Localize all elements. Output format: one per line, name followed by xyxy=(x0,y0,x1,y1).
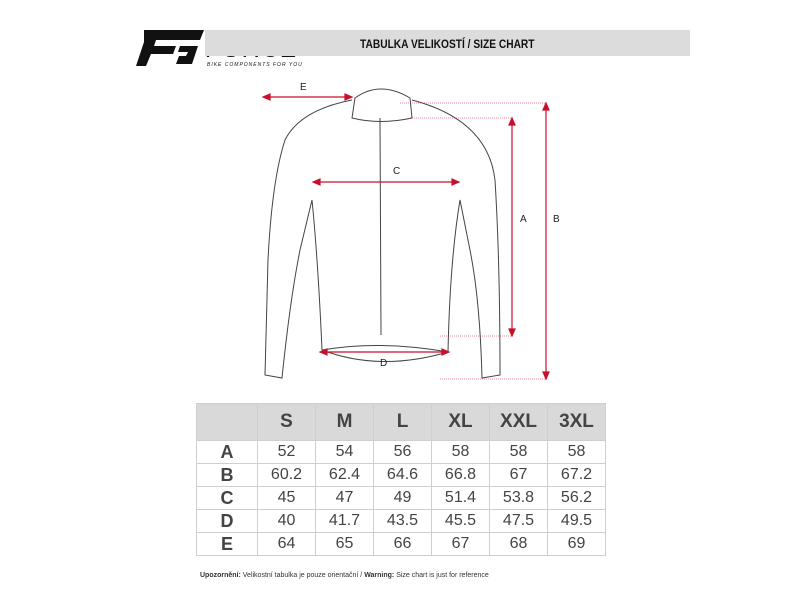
dim-label-e: E xyxy=(300,82,307,93)
measure-label: B xyxy=(196,463,258,487)
table-cell: 58 xyxy=(431,440,490,464)
table-cell: 65 xyxy=(315,532,374,556)
dim-label-c: C xyxy=(393,166,400,177)
size-header: XL xyxy=(431,403,490,441)
table-cell: 45 xyxy=(257,486,316,510)
table-cell: 64 xyxy=(257,532,316,556)
table-cell: 66 xyxy=(373,532,432,556)
table-cell: 41.7 xyxy=(315,509,374,533)
size-table: S M L XL XXL 3XL A 52 54 56 58 58 58 B 60.2 62.4 6… xyxy=(196,403,606,556)
note-cz-label: Upozornění: xyxy=(200,572,241,579)
warning-note: Upozornění: Velikostní tabulka je pouze … xyxy=(200,572,489,579)
table-cell: 54 xyxy=(315,440,374,464)
size-header: M xyxy=(315,403,374,441)
size-header: S xyxy=(257,403,316,441)
table-cell: 67.2 xyxy=(547,463,606,487)
table-row: E 64 65 66 67 68 69 xyxy=(196,532,606,556)
note-cz-text: Velikostní tabulka je pouze orientační / xyxy=(240,572,365,579)
table-cell: 58 xyxy=(547,440,606,464)
note-en-text: Size chart is just for reference xyxy=(394,572,489,579)
measure-label: A xyxy=(196,440,258,464)
table-cell: 56.2 xyxy=(547,486,606,510)
jacket-diagram: E C D A B xyxy=(261,82,560,381)
table-row: B 60.2 62.4 64.6 66.8 67 67.2 xyxy=(196,463,606,487)
table-cell: 67 xyxy=(431,532,490,556)
table-cell: 60.2 xyxy=(257,463,316,487)
size-header: L xyxy=(373,403,432,441)
table-cell: 53.8 xyxy=(489,486,548,510)
size-header-row: S M L XL XXL 3XL xyxy=(196,403,606,441)
table-cell: 64.6 xyxy=(373,463,432,487)
note-en-label: Warning: xyxy=(364,572,395,579)
measure-label: E xyxy=(196,532,258,556)
brand-tagline: BIKE COMPONENTS FOR YOU xyxy=(207,62,303,68)
table-row: C 45 47 49 51.4 53.8 56.2 xyxy=(196,486,606,510)
table-cell: 66.8 xyxy=(431,463,490,487)
corner-cell xyxy=(196,403,258,441)
page-title: TABULKA VELIKOSTÍ / SIZE CHART xyxy=(360,37,535,51)
table-cell: 62.4 xyxy=(315,463,374,487)
measure-label: D xyxy=(196,509,258,533)
table-cell: 52 xyxy=(257,440,316,464)
measure-label: C xyxy=(196,486,258,510)
table-cell: 47 xyxy=(315,486,374,510)
table-cell: 51.4 xyxy=(431,486,490,510)
dimension-lines xyxy=(261,93,550,381)
dim-label-a: A xyxy=(520,214,527,225)
table-cell: 43.5 xyxy=(373,509,432,533)
table-cell: 40 xyxy=(257,509,316,533)
size-header: 3XL xyxy=(547,403,606,441)
dim-label-d: D xyxy=(380,358,387,369)
table-cell: 45.5 xyxy=(431,509,490,533)
table-cell: 47.5 xyxy=(489,509,548,533)
table-cell: 67 xyxy=(489,463,548,487)
table-cell: 58 xyxy=(489,440,548,464)
force-logo-icon xyxy=(136,30,204,66)
jacket-outline xyxy=(264,88,501,379)
table-cell: 68 xyxy=(489,532,548,556)
header-bar xyxy=(205,30,690,56)
table-cell: 69 xyxy=(547,532,606,556)
dim-label-b: B xyxy=(553,214,560,225)
size-header: XXL xyxy=(489,403,548,441)
table-row: A 52 54 56 58 58 58 xyxy=(196,440,606,464)
table-row: D 40 41.7 43.5 45.5 47.5 49.5 xyxy=(196,509,606,533)
table-cell: 49 xyxy=(373,486,432,510)
table-cell: 49.5 xyxy=(547,509,606,533)
table-cell: 56 xyxy=(373,440,432,464)
